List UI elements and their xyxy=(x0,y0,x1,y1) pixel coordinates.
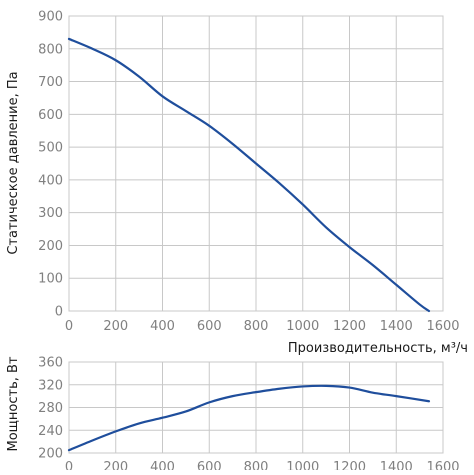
bottom-y-tick-label: 320 xyxy=(38,378,63,393)
top-y-tick-label: 400 xyxy=(38,173,63,188)
bottom-y-tick-label: 280 xyxy=(38,401,63,416)
bottom-x-tick-label: 400 xyxy=(150,460,175,470)
top-x-tick-label: 1400 xyxy=(380,319,413,334)
top-x-tick-label: 0 xyxy=(65,319,73,334)
top-y-tick-label: 600 xyxy=(38,108,63,123)
top-y-tick-label: 300 xyxy=(38,206,63,221)
top-y-tick-label: 500 xyxy=(38,141,63,156)
top-y-tick-label: 100 xyxy=(38,272,63,287)
top-x-tick-label: 600 xyxy=(197,319,222,334)
top-x-tick-label: 400 xyxy=(150,319,175,334)
bottom-plot-frame xyxy=(68,361,444,454)
bottom-x-tick-label: 1000 xyxy=(286,460,319,470)
bottom-x-tick-label: 1200 xyxy=(333,460,366,470)
bottom-x-tick-label: 800 xyxy=(244,460,269,470)
top-x-tick-label: 800 xyxy=(244,319,269,334)
top-y-tick-label: 900 xyxy=(38,10,63,25)
top-series-line-0 xyxy=(67,37,431,313)
top-x-tick-label: 1200 xyxy=(333,319,366,334)
bottom-y-tick-label: 200 xyxy=(38,447,63,462)
bottom-x-tick-label: 0 xyxy=(65,460,73,470)
top-x-tick-label: 1000 xyxy=(286,319,319,334)
top-x-tick-label: 1600 xyxy=(426,319,459,334)
top-chart: 0 200 400 600 800 1000 1200 1400 1600 0 100 200 300 4… xyxy=(38,10,459,335)
top-chart-xlabel: Производительность, м³/ч xyxy=(288,341,468,356)
top-y-tick-label: 700 xyxy=(38,75,63,90)
top-y-tick-label: 800 xyxy=(38,42,63,57)
bottom-chart-ylabel: Мощность, Вт xyxy=(6,356,21,451)
bottom-x-tick-label: 600 xyxy=(197,460,222,470)
bottom-series-line-0 xyxy=(67,384,431,452)
bottom-chart: 0 200 400 600 800 1000 1200 1400 160020024028032… xyxy=(38,356,459,475)
bottom-y-tick-label: 240 xyxy=(38,424,63,439)
top-y-tick-label: 0 xyxy=(55,305,63,320)
top-chart-ylabel: Статическое давление, Па xyxy=(6,71,21,254)
top-y-tick-label: 200 xyxy=(38,239,63,254)
top-plot-frame xyxy=(68,15,444,312)
top-x-tick-label: 200 xyxy=(103,319,128,334)
bottom-y-tick-label: 360 xyxy=(38,356,63,371)
bottom-x-tick-label: 1600 xyxy=(426,460,459,470)
bottom-x-tick-label: 1400 xyxy=(380,460,413,470)
bottom-x-tick-label: 200 xyxy=(103,460,128,470)
